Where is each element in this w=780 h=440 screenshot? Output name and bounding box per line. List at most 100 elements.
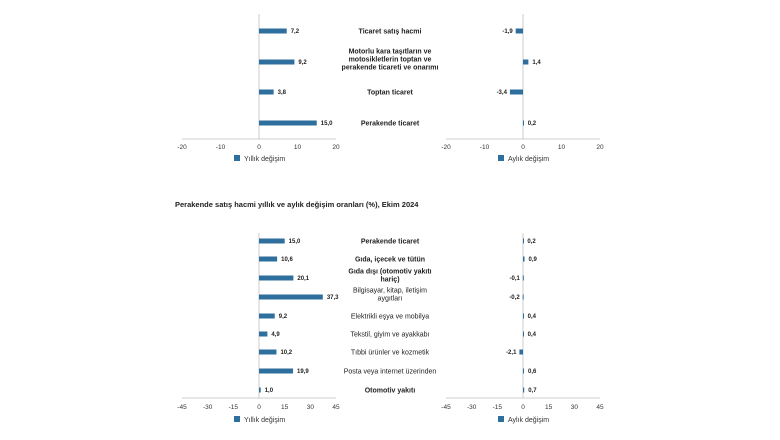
tick-label: 20 (332, 144, 340, 151)
tick-label: 45 (596, 404, 604, 411)
legend-label: Aylık değişim (508, 156, 549, 163)
bar (523, 368, 525, 374)
top-chart: -20 -10 0 10 20 7,2 9,2 3,8 15,0 Yıllık değişim -2… (177, 14, 604, 163)
category-label: Gıda dışı (otomotiv yakıtı hariç) (348, 269, 431, 284)
tick-label: 30 (571, 404, 579, 411)
bottom-chart: -45 -30 -15 0 15 30 45 15,0 10,6 20,1 37,3 9,2 4,9 10… (177, 233, 604, 424)
bar (259, 313, 275, 319)
bar (259, 28, 287, 34)
tick-label: 0 (521, 404, 525, 411)
legend-label: Yıllık değişim (244, 156, 285, 163)
chart-title: Perakende satış hacmi yıllık ve aylık de… (175, 200, 419, 209)
tick-label: -15 (229, 404, 239, 411)
data-label: 37,3 (327, 295, 339, 301)
bar (522, 294, 524, 300)
data-label: 1,4 (532, 60, 541, 66)
category-label-line: Tıbbi ürünler ve kozmetik (351, 350, 430, 357)
legend-swatch (234, 416, 240, 422)
tick-label: -45 (441, 404, 451, 411)
bar (509, 89, 523, 95)
category-label-line: motosikletlerin toptan ve (349, 57, 432, 64)
bar (259, 275, 294, 281)
bar (523, 120, 524, 126)
data-label: 15,0 (321, 121, 333, 127)
data-label: 3,8 (278, 90, 287, 96)
category-label-line: Ticaret satış hacmi (359, 29, 422, 36)
tick-label: -15 (493, 404, 503, 411)
legend-swatch (498, 416, 504, 422)
data-label: 9,2 (279, 314, 288, 320)
tick-label: -30 (467, 404, 477, 411)
tick-label: 15 (281, 404, 289, 411)
data-label: -0,2 (509, 295, 520, 301)
bar (523, 59, 529, 65)
category-label: Otomotiv yakıtı (365, 388, 416, 395)
category-label-line: aygıtları (378, 296, 403, 303)
bar (515, 28, 523, 34)
category-label: Motorlu kara taşıtların ve motosikletleri… (342, 49, 439, 72)
category-label-line: Gıda dışı (otomotiv yakıtı (348, 269, 431, 276)
legend-label: Aylık değişim (508, 417, 549, 424)
category-label-line: Elektrikli eşya ve mobilya (351, 314, 429, 321)
category-label-line: Motorlu kara taşıtların ve (349, 49, 432, 56)
category-label-line: Toptan ticaret (367, 90, 413, 97)
category-label: Posta veya internet üzerinden (344, 369, 437, 376)
data-label: 20,1 (297, 276, 309, 282)
data-label: 10,6 (281, 257, 293, 263)
bar (259, 256, 278, 262)
tick-label: -45 (177, 404, 187, 411)
bar (259, 349, 277, 355)
data-label: 15,0 (289, 239, 301, 245)
data-label: 0,9 (529, 257, 538, 263)
data-label: 9,2 (298, 60, 307, 66)
category-label: Ticaret satış hacmi (359, 29, 422, 36)
tick-label: -10 (216, 144, 226, 151)
tick-label: 0 (521, 144, 525, 151)
bar (523, 256, 525, 262)
category-label-line: Tekstil, giyim ve ayakkabı (351, 332, 430, 339)
category-label-line: Otomotiv yakıtı (365, 388, 416, 395)
bar (259, 89, 274, 95)
data-label: 7,2 (291, 29, 300, 35)
tick-label: 0 (257, 404, 261, 411)
category-label: Perakende ticaret (361, 239, 420, 246)
tick-label: -30 (203, 404, 213, 411)
tick-label: 20 (596, 144, 604, 151)
data-label: 1,0 (265, 388, 274, 394)
data-label: 0,6 (528, 369, 537, 375)
category-label-line: Bilgisayar, kitap, iletişim (353, 288, 427, 295)
bar (523, 331, 524, 337)
bar (259, 368, 294, 374)
legend-label: Yıllık değişim (244, 417, 285, 424)
category-label-line: Posta veya internet üzerinden (344, 369, 437, 376)
bar (523, 313, 524, 319)
category-label: Gıda, içecek ve tütün (355, 257, 425, 264)
data-label: 0,2 (527, 239, 536, 245)
data-label: -2,1 (506, 350, 517, 356)
category-label: Tekstil, giyim ve ayakkabı (351, 332, 430, 339)
category-label: Toptan ticaret (367, 90, 413, 97)
category-label: Bilgisayar, kitap, iletişim aygıtları (353, 288, 427, 303)
tick-label: -20 (177, 144, 187, 151)
bar (522, 275, 524, 281)
data-label: -1,9 (502, 29, 513, 35)
bar (523, 387, 525, 393)
data-label: 0,2 (528, 121, 537, 127)
bar (259, 331, 268, 337)
data-label: 19,9 (297, 369, 309, 375)
tick-label: 10 (558, 144, 566, 151)
data-label: 0,4 (528, 332, 537, 338)
category-label: Tıbbi ürünler ve kozmetik (351, 350, 430, 357)
bar (259, 120, 317, 126)
bar (259, 238, 285, 244)
data-label: 10,2 (280, 350, 292, 356)
category-label-line: Gıda, içecek ve tütün (355, 257, 425, 264)
tick-label: -10 (480, 144, 490, 151)
bar (523, 238, 524, 244)
tick-label: 0 (257, 144, 261, 151)
category-label-line: hariç) (380, 277, 399, 284)
tick-label: 30 (307, 404, 315, 411)
bar (259, 294, 323, 300)
tick-label: 10 (294, 144, 302, 151)
